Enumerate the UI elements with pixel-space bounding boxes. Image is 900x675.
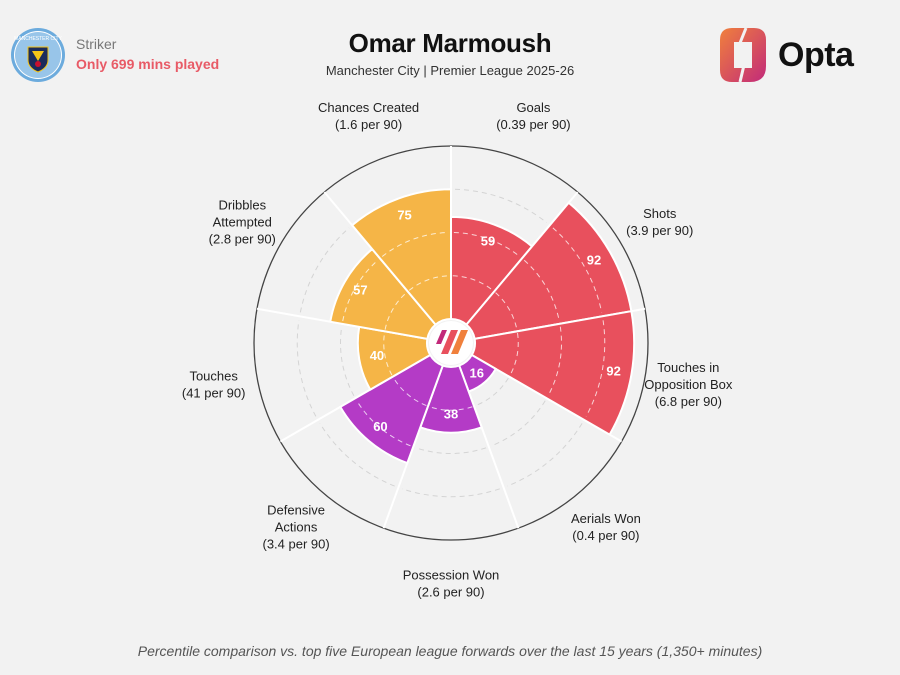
metric-name: Possession Won [403,568,500,583]
value-label-3: 16 [469,366,483,381]
guide-ring-outer [402,488,500,498]
center-logo-mark-1 [441,330,458,354]
metric-label-4: Possession Won (2.6 per 90) [403,568,500,600]
guide-ring-outer [491,400,546,447]
metric-per90: (1.6 per 90) [335,117,402,132]
guide-ring-outer [299,227,350,313]
guide-ring-outer [340,326,355,396]
metric-label-2: Touches in Opposition Box (6.8 per 90) [644,360,733,409]
guide-ring [552,227,603,313]
player-meta: MANCHESTER CITY Striker Only 699 mins pl… [10,27,219,83]
chart-value-labels: 59 92 92 16 38 60 40 57 75 [353,207,621,434]
metric-name: Goals [516,100,550,115]
player-role: Striker [76,36,117,52]
page-subtitle: Manchester City | Premier League 2025-26 [325,63,575,78]
guide-ring [342,259,379,322]
guide-ring [452,275,494,291]
slice-4 [419,364,483,434]
slice-0 [450,215,534,327]
center-logo [429,321,473,365]
value-label-2: 92 [606,364,620,379]
metric-label-7: Dribbles Attempted (2.8 per 90) [209,198,276,247]
guide-ring [495,292,518,330]
guide-ring-outer [296,320,317,417]
metric-name: Attempted [213,215,272,230]
slice-8 [350,188,452,327]
metric-per90: (3.4 per 90) [262,537,329,552]
slice-6 [356,325,432,391]
slice-1 [465,201,633,340]
guide-ring [509,332,519,376]
value-label-6: 40 [370,348,384,363]
slice-2 [470,310,636,436]
guide-ring-outer [507,423,583,487]
chart-slices [329,188,636,465]
value-label-7: 57 [353,283,367,298]
club-crest-icon: MANCHESTER CITY [11,28,65,82]
guide-ring-outer [415,447,487,454]
metric-per90: (3.9 per 90) [626,223,693,238]
chart-metric-labels: Goals (0.39 per 90) Shots (3.9 per 90) Touch… [182,100,733,599]
guide-ring [384,292,407,330]
metric-name: Aerials Won [571,511,641,526]
metric-label-5: Defensive Actions (3.4 per 90) [262,503,329,552]
metric-name: Opposition Box [644,377,733,392]
guide-ring [381,232,449,257]
opta-logo: Opta [718,26,854,84]
metric-label-3: Aerials Won (0.4 per 90) [571,511,641,543]
center-logo-mark-2 [451,330,468,354]
guide-ring [356,400,411,447]
guide-ring [523,259,560,322]
metric-name: Actions [275,520,318,535]
value-label-0: 59 [481,233,495,248]
metric-label-8: Chances Created (1.6 per 90) [318,100,419,132]
opta-logo-icon [720,27,766,83]
metric-name: Chances Created [318,100,419,115]
minutes-note: Only 699 mins played [76,56,220,72]
value-label-8: 75 [397,207,411,222]
metric-per90: (41 per 90) [182,385,246,400]
guide-ring [393,377,427,407]
value-label-1: 92 [587,252,601,267]
guide-ring [585,320,606,417]
metric-name: Touches in [657,360,719,375]
guide-ring [429,406,473,411]
metric-per90: (2.8 per 90) [209,232,276,247]
guide-ring-outer [455,188,548,224]
guide-ring-outer [475,377,509,407]
value-label-4: 38 [444,407,458,422]
footnote: Percentile comparison vs. top five Europ… [137,643,763,659]
guide-ring [383,332,393,376]
metric-name: Touches [189,368,238,383]
metric-name: Dribbles [218,198,266,213]
center-logo-mark-3 [436,330,447,344]
metric-name: Shots [643,206,677,221]
guide-ring-outer [319,423,395,487]
slice-5 [338,353,445,465]
metric-per90: (0.39 per 90) [496,117,570,132]
metric-per90: (6.8 per 90) [655,394,722,409]
metric-per90: (2.6 per 90) [417,585,484,600]
metric-per90: (0.4 per 90) [572,528,639,543]
guide-ring [453,232,521,257]
metric-label-6: Touches (41 per 90) [182,368,246,400]
page-title: Omar Marmoush [348,28,552,58]
opta-wordmark: Opta [778,35,854,74]
svg-text:MANCHESTER CITY: MANCHESTER CITY [14,36,62,42]
metric-label-1: Shots (3.9 per 90) [626,206,693,238]
slice-7 [329,247,437,340]
guide-ring [547,326,562,396]
guide-ring [408,275,450,291]
metric-label-0: Goals (0.39 per 90) [496,100,570,132]
value-label-5: 60 [373,419,387,434]
metric-name: Defensive [267,503,325,518]
